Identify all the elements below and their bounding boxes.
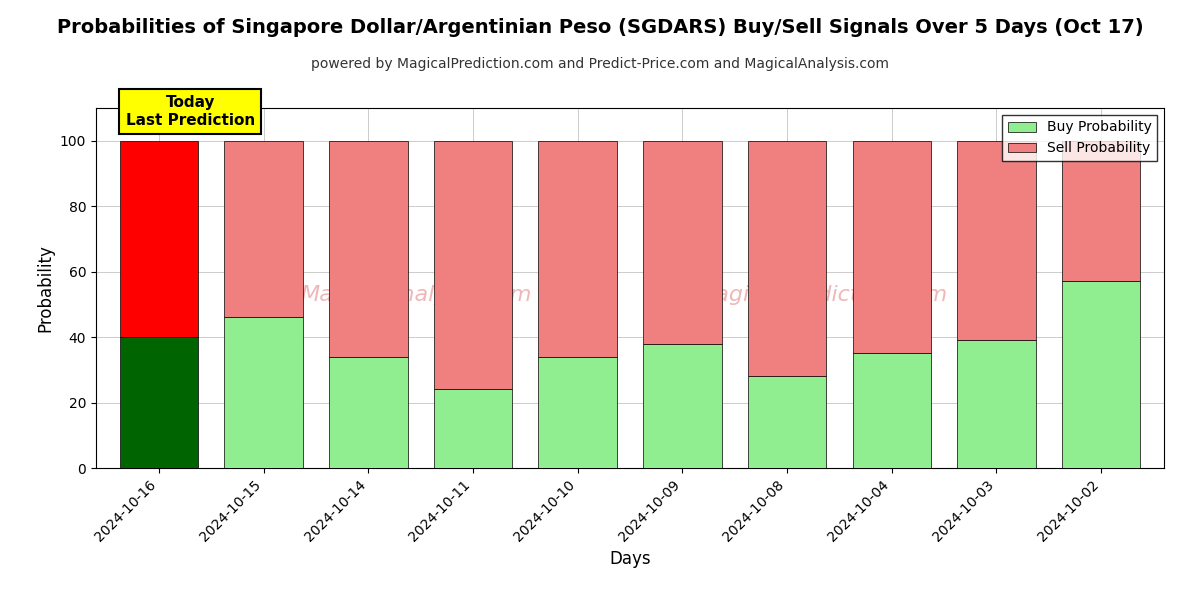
Bar [852, 141, 931, 353]
Text: Probabilities of Singapore Dollar/Argentinian Peso (SGDARS) Buy/Sell Signals Ove: Probabilities of Singapore Dollar/Argent… [56, 18, 1144, 37]
Text: MagicalPrediction.com: MagicalPrediction.com [697, 285, 948, 305]
Bar [748, 141, 827, 376]
Bar [539, 357, 617, 468]
Legend: Buy Probability, Sell Probability: Buy Probability, Sell Probability [1002, 115, 1157, 161]
Bar [748, 376, 827, 468]
Bar [329, 141, 408, 357]
Bar [329, 357, 408, 468]
Bar [224, 141, 302, 317]
Text: MagicalAnalysis.com: MagicalAnalysis.com [301, 285, 532, 305]
Bar [433, 141, 512, 389]
Bar [643, 141, 721, 344]
Bar [852, 353, 931, 468]
Bar [120, 141, 198, 337]
Y-axis label: Probability: Probability [36, 244, 54, 332]
Bar [958, 340, 1036, 468]
Bar [539, 141, 617, 357]
Text: Today
Last Prediction: Today Last Prediction [126, 95, 254, 128]
Bar [224, 317, 302, 468]
Text: powered by MagicalPrediction.com and Predict-Price.com and MagicalAnalysis.com: powered by MagicalPrediction.com and Pre… [311, 57, 889, 71]
Bar [433, 389, 512, 468]
Bar [643, 344, 721, 468]
Bar [120, 337, 198, 468]
Bar [1062, 281, 1140, 468]
Bar [1062, 141, 1140, 281]
Bar [958, 141, 1036, 340]
X-axis label: Days: Days [610, 550, 650, 568]
